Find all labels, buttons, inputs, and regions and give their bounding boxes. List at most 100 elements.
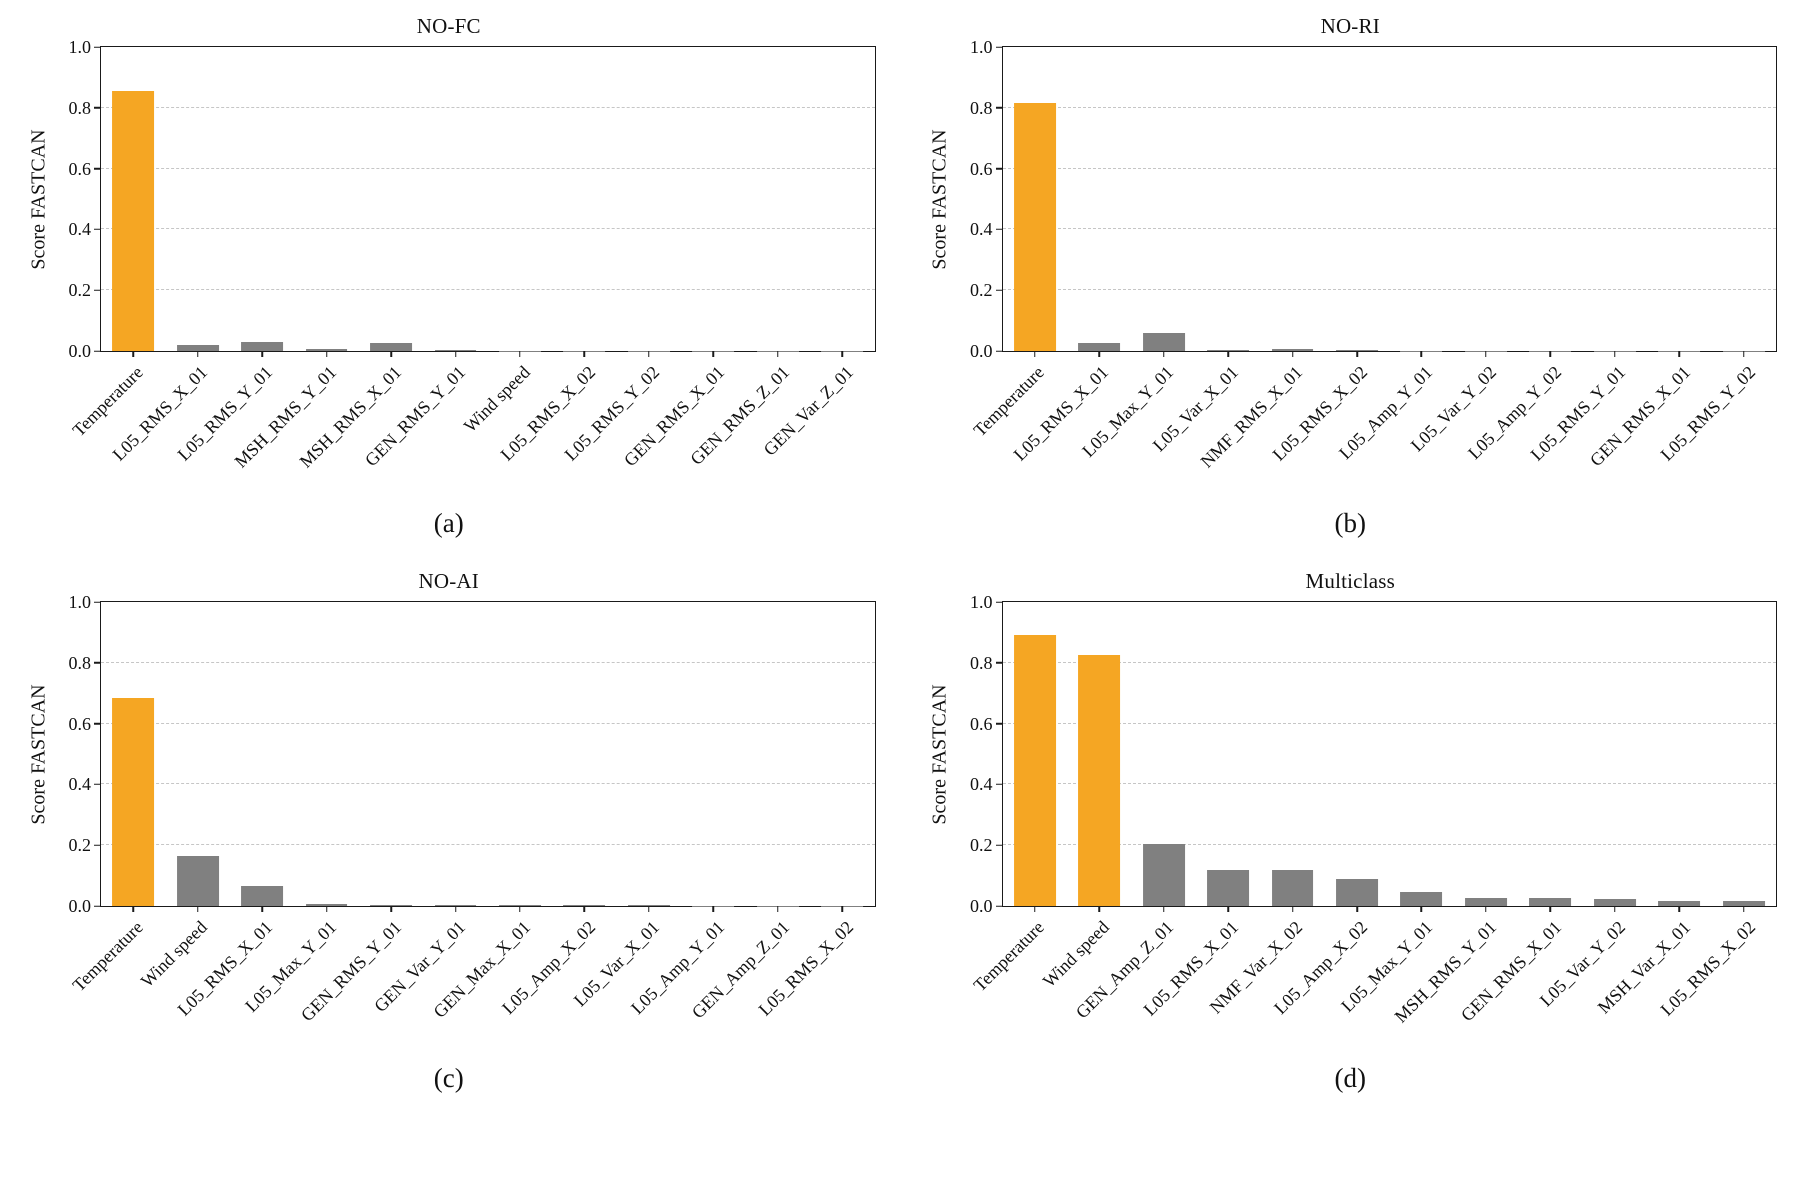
bar (112, 697, 155, 906)
x-tick-labels: Temperature L05_RMS_X_01 L05_Max_Y_01 L05_V… (970, 352, 1778, 504)
gridline (1002, 783, 1776, 785)
x-tick-mark (712, 351, 715, 357)
y-tick-label: 1.0 (970, 592, 993, 612)
plot-row: Score FASTCAN 0.0 0.2 0.4 0.6 0.8 1.0 Tempera… (924, 593, 1777, 1059)
y-tick-label: 1.0 (68, 592, 92, 612)
y-tick-mark (995, 46, 1003, 48)
bar (1271, 349, 1314, 351)
y-tick-label: 0.6 (970, 158, 993, 179)
y-tick-mark (995, 228, 1003, 231)
y-axis-label: Score FASTCAN (27, 683, 50, 825)
bar (499, 904, 541, 906)
y-tick-label: 0.8 (68, 652, 92, 673)
y-tick-mark (94, 289, 101, 291)
y-tick-mark (995, 905, 1003, 907)
bar (176, 855, 219, 906)
y-tick-mark (995, 289, 1003, 291)
x-tick-mark (390, 906, 392, 912)
x-tick-mark (325, 906, 328, 912)
y-tick-label: 1.0 (68, 37, 92, 57)
gridline (1002, 722, 1776, 724)
x-tick-mark (1162, 351, 1165, 357)
y-tick-label: 0.8 (970, 97, 993, 118)
x-tick-mark (196, 351, 199, 357)
bar (305, 903, 348, 906)
x-tick-mark (1033, 906, 1036, 912)
y-axis-label: Score FASTCAN (929, 128, 951, 270)
x-tick-mark (390, 351, 392, 357)
x-tick-mark (648, 351, 650, 357)
bar (1078, 342, 1121, 351)
y-tick-mark (995, 167, 1003, 170)
gridline (101, 106, 875, 108)
x-tick-mark (1356, 351, 1358, 357)
chart-title: NO-FC (416, 14, 481, 38)
y-axis-label-column: Score FASTCAN (924, 46, 958, 352)
y-tick-mark (995, 350, 1003, 352)
y-tick-mark (94, 783, 101, 786)
x-tick-mark (261, 906, 263, 912)
y-axis-label: Score FASTCAN (27, 128, 50, 270)
bar (1593, 899, 1636, 906)
y-tick-label: 0.4 (68, 219, 92, 240)
plot-column: 0.0 0.2 0.4 0.6 0.8 1.0 Temperature Wind speed… (958, 593, 1777, 1059)
plot-row: Score FASTCAN 0.0 0.2 0.4 0.6 0.8 1.0 Tempera… (22, 38, 876, 504)
y-tick-mark (995, 722, 1003, 725)
x-tick-mark (1420, 906, 1423, 912)
x-tick-mark (519, 351, 521, 357)
plot-column: 0.0 0.2 0.4 0.6 0.8 1.0 Temperature L05_RMS_X_… (958, 38, 1778, 504)
chart-panel-multiclass: Multiclass Score FASTCAN 0.0 0.2 0.4 0.6 0.8… (924, 569, 1777, 1094)
y-tick-label: 1.0 (970, 37, 993, 57)
bar (1464, 898, 1507, 906)
y-tick-label: 0.0 (68, 896, 92, 916)
plot-area: 0.0 0.2 0.4 0.6 0.8 1.0 (69, 38, 876, 360)
y-tick-mark (995, 107, 1003, 109)
chart-panel-no-fc: NO-FC Score FASTCAN 0.0 0.2 0.4 0.6 0.8 1.0 T… (22, 14, 876, 539)
x-tick-mark (1291, 906, 1294, 912)
plot-column: 0.0 0.2 0.4 0.6 0.8 1.0 Temperature L05_RMS_X_… (56, 38, 876, 504)
x-tick-mark (1678, 351, 1681, 357)
x-tick-mark (1485, 906, 1487, 912)
y-tick-label: 0.4 (68, 774, 92, 795)
x-tick-mark (132, 906, 134, 912)
x-tick-labels: Temperature L05_RMS_X_01 L05_RMS_Y_01 MSH_R… (68, 352, 876, 504)
x-tick-mark (1549, 351, 1552, 357)
bar (1658, 900, 1701, 906)
x-tick-mark (1549, 906, 1552, 912)
x-tick-mark (1420, 351, 1423, 357)
plot-area: 0.0 0.2 0.4 0.6 0.8 1.0 (970, 38, 1777, 360)
x-tick-mark (1227, 351, 1229, 357)
plot-column: 0.0 0.2 0.4 0.6 0.8 1.0 Temperature Wind speed… (56, 593, 876, 1059)
x-tick-mark (1033, 351, 1036, 357)
x-tick-mark (1743, 906, 1745, 912)
y-tick-label: 0.6 (970, 713, 993, 734)
chart-panel-no-ri: NO-RI Score FASTCAN 0.0 0.2 0.4 0.6 0.8 1.0 T… (924, 14, 1778, 539)
gridline (1002, 844, 1776, 846)
x-tick-mark (1291, 351, 1294, 357)
y-tick-mark (995, 783, 1003, 786)
bar (1400, 892, 1443, 906)
gridline (1002, 228, 1776, 230)
gridline (1002, 167, 1776, 169)
y-tick-label: 0.4 (970, 219, 993, 240)
chart-caption: (a) (433, 508, 464, 538)
x-tick-mark (1614, 351, 1616, 357)
bar (1722, 900, 1765, 906)
y-axis-label-column: Score FASTCAN (924, 601, 958, 907)
plot-area: 0.0 0.2 0.4 0.6 0.8 1.0 (970, 593, 1777, 915)
chart-caption: (d) (1334, 1063, 1366, 1093)
x-tick-label-text: Temperature (68, 917, 147, 996)
y-tick-mark (94, 228, 101, 231)
x-tick-mark (1485, 351, 1487, 357)
bar (305, 349, 348, 351)
gridline (1002, 661, 1776, 663)
y-tick-mark (94, 905, 101, 907)
x-tick-mark (325, 351, 328, 357)
chart-title: NO-RI (1320, 14, 1380, 38)
x-tick-mark (196, 906, 199, 912)
y-tick-label: 0.2 (970, 280, 993, 301)
chart-caption: (b) (1334, 508, 1366, 538)
y-tick-mark (94, 167, 101, 170)
y-tick-label: 0.0 (970, 896, 993, 916)
y-tick-label: 0.6 (68, 158, 92, 179)
